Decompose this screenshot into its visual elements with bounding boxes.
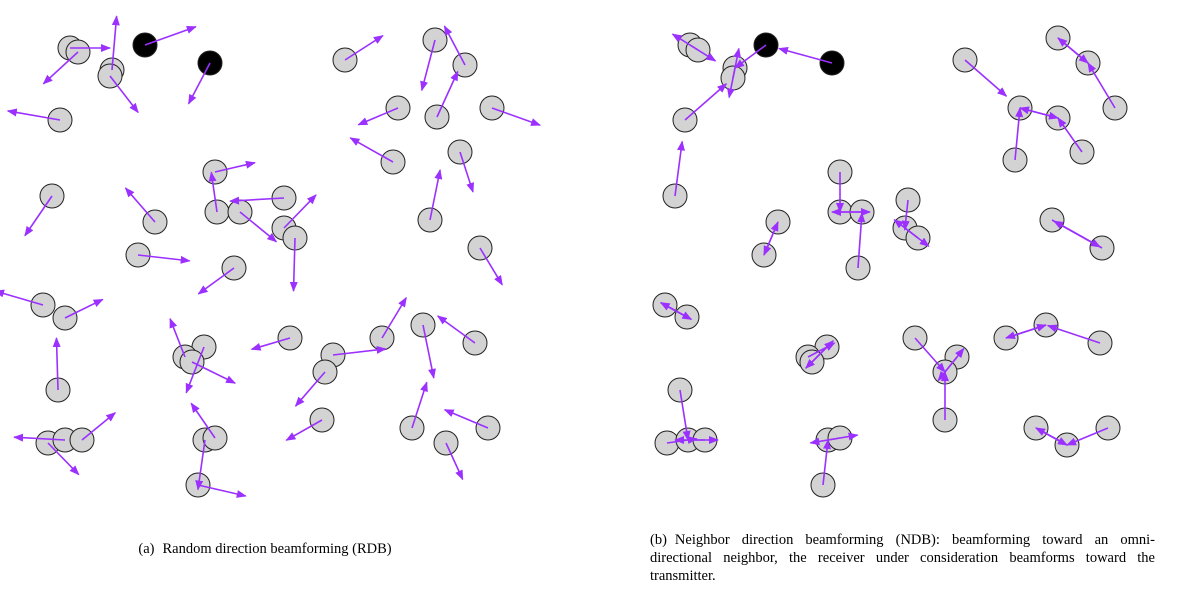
beam-arrow — [491, 107, 541, 126]
beam-arrow — [944, 347, 965, 373]
beam-arrow — [239, 211, 278, 243]
beam-arrow — [357, 107, 399, 126]
beam-arrow — [111, 15, 120, 71]
beam-arrow — [191, 361, 236, 384]
caption: (b) Neighbor direction beamforming (NDB):… — [650, 531, 1155, 585]
beam-arrow — [443, 409, 489, 429]
beam-arrow — [381, 296, 407, 339]
beam-arrow — [285, 419, 323, 441]
beam-arrow — [901, 199, 910, 231]
beam-arrow — [42, 51, 79, 85]
beam-arrow — [190, 402, 216, 439]
beam-arrow — [47, 442, 80, 476]
beam-arrow — [185, 346, 205, 394]
beam-arrow — [1053, 220, 1103, 249]
beam-arrow — [6, 108, 61, 121]
beam-arrow — [811, 340, 834, 363]
beam-arrow — [822, 439, 831, 486]
beam-arrow — [81, 412, 117, 441]
beam-arrow — [914, 337, 946, 373]
beam-arrow — [436, 315, 476, 344]
beam-arrow — [137, 254, 191, 264]
beam-arrow — [250, 337, 291, 351]
beam-arrow — [659, 301, 688, 318]
beam-arrow — [24, 195, 53, 237]
beam-arrow — [479, 247, 503, 286]
beam-arrow — [445, 442, 464, 481]
beam-arrow — [349, 137, 394, 163]
beam-arrow — [671, 33, 699, 51]
beam-arrow — [1066, 427, 1109, 446]
beam-arrow — [187, 62, 211, 105]
caption-label: (a) — [138, 541, 155, 557]
caption-label: (b) — [650, 532, 667, 548]
beam-arrow — [289, 237, 298, 292]
beam-arrow — [964, 59, 1008, 97]
beam-arrow — [443, 25, 466, 66]
beam-arrow — [1057, 37, 1089, 64]
beam-arrow — [422, 324, 436, 379]
beam-arrow — [893, 219, 919, 239]
beam-arrow — [1005, 324, 1047, 340]
network-diagram — [0, 15, 1128, 498]
beam-arrow — [420, 39, 436, 92]
beam-arrow — [197, 484, 247, 498]
beam-arrow — [734, 44, 767, 69]
beam-arrow — [429, 169, 443, 221]
beam-arrow — [52, 337, 61, 391]
beam-arrow — [1087, 62, 1116, 109]
beam-arrow — [195, 439, 206, 491]
beam-arrow — [169, 317, 186, 358]
beam-arrow — [13, 433, 66, 442]
beam-arrow — [197, 267, 235, 295]
beam-arrow — [1046, 324, 1101, 344]
beam-arrow — [674, 140, 685, 197]
caption-text: Neighbor direction beamforming (NDB): be… — [650, 532, 1155, 584]
beam-arrow — [0, 289, 44, 306]
beam-arrow — [332, 345, 387, 356]
beam-arrow — [411, 381, 428, 429]
beam-arrow — [208, 171, 218, 213]
beam-arrow — [777, 47, 833, 64]
beam-arrow — [857, 212, 866, 269]
beam-arrow — [109, 75, 139, 114]
beam-arrow — [1014, 107, 1024, 161]
beam-arrow — [684, 83, 728, 121]
beam-arrow — [763, 221, 779, 256]
beam-arrow — [64, 298, 104, 319]
beam-arrow — [1035, 427, 1068, 446]
caption-text: Random direction beamforming (RDB) — [162, 541, 392, 557]
beam-arrow — [344, 34, 384, 61]
beam-arrow — [679, 389, 691, 441]
beam-arrow — [214, 160, 256, 173]
caption: (a) Random direction beamforming (RDB) — [40, 540, 490, 558]
beam-arrow — [1057, 117, 1083, 153]
beam-arrow — [459, 151, 475, 193]
beam-arrow — [436, 70, 459, 118]
beam-arrow — [1019, 106, 1059, 119]
beam-arrow — [294, 371, 326, 407]
beam-arrow — [229, 196, 285, 205]
beam-arrow — [144, 26, 197, 46]
beam-arrow — [283, 194, 317, 229]
beam-arrow — [124, 187, 156, 223]
